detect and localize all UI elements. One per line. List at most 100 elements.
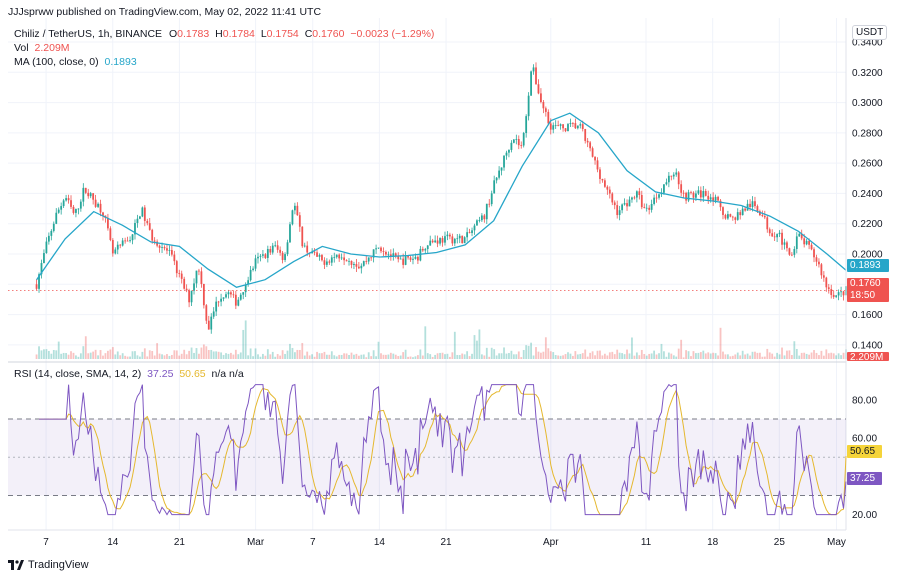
volume-bar bbox=[512, 354, 515, 359]
volume-bar bbox=[793, 341, 796, 359]
volume-bar bbox=[480, 354, 483, 359]
volume-bar bbox=[239, 352, 242, 359]
candle-body bbox=[699, 190, 702, 198]
candle-body bbox=[498, 170, 501, 178]
volume-bar bbox=[783, 355, 786, 359]
tradingview-logo[interactable]: TradingView bbox=[8, 559, 89, 571]
volume-bar bbox=[156, 343, 159, 359]
candle-body bbox=[663, 184, 665, 193]
candle-body bbox=[274, 245, 277, 247]
candle-body bbox=[207, 320, 210, 330]
candle-body bbox=[198, 270, 200, 272]
volume-bar bbox=[562, 355, 564, 359]
volume-bar bbox=[746, 353, 749, 359]
price-tick-label: 0.2800 bbox=[852, 128, 883, 139]
candle-body bbox=[493, 180, 496, 194]
volume-bar bbox=[589, 352, 592, 359]
volume-bar bbox=[138, 356, 141, 359]
candle-body bbox=[803, 238, 806, 245]
volume-bar bbox=[38, 346, 40, 359]
volume-bar bbox=[296, 349, 299, 359]
volume-legend[interactable]: Vol 2.209M bbox=[14, 42, 70, 54]
candle-body bbox=[289, 224, 291, 243]
candle-body bbox=[72, 206, 75, 213]
volume-bar bbox=[421, 355, 424, 359]
candle-body bbox=[805, 240, 808, 245]
candle-body bbox=[60, 206, 63, 210]
candle-body bbox=[193, 283, 195, 291]
candle-body bbox=[562, 124, 564, 129]
tradingview-logo-icon bbox=[8, 560, 24, 570]
time-tick-label: May bbox=[827, 537, 846, 548]
candle-body bbox=[141, 207, 144, 217]
currency-button[interactable]: USDT bbox=[852, 25, 888, 40]
volume-bar bbox=[429, 354, 432, 359]
candle-body bbox=[535, 67, 537, 85]
candle-body bbox=[466, 232, 469, 238]
volume-bar bbox=[517, 351, 520, 359]
volume-bar bbox=[185, 354, 188, 359]
symbol-legend[interactable]: Chiliz / TetherUS, 1h, BINANCE O0.1783 H… bbox=[14, 28, 434, 40]
volume-bar bbox=[810, 352, 813, 359]
volume-bar bbox=[596, 350, 599, 359]
rsi-legend[interactable]: RSI (14, close, SMA, 14, 2) 37.25 50.65 … bbox=[14, 368, 244, 380]
candle-body bbox=[727, 214, 729, 219]
candle-body bbox=[670, 175, 673, 177]
candle-body bbox=[463, 237, 466, 244]
volume-bar bbox=[613, 354, 616, 359]
candle-body bbox=[84, 187, 87, 193]
volume-bar bbox=[741, 350, 744, 359]
volume-bar bbox=[813, 350, 815, 359]
candle-body bbox=[832, 294, 835, 297]
candle-body bbox=[190, 290, 193, 303]
candle-body bbox=[116, 244, 119, 250]
candle-body bbox=[185, 288, 188, 291]
volume-bar bbox=[183, 349, 186, 359]
candle-body bbox=[697, 190, 700, 194]
volume-bar bbox=[690, 356, 692, 359]
volume-bar bbox=[244, 320, 247, 359]
volume-bar bbox=[776, 352, 779, 359]
volume-bar bbox=[549, 351, 552, 359]
volume-bar bbox=[436, 353, 439, 359]
volume-bar bbox=[335, 356, 338, 359]
candle-body bbox=[407, 256, 409, 258]
volume-bar bbox=[631, 337, 633, 359]
volume-bar bbox=[707, 352, 710, 359]
candle-body bbox=[439, 238, 441, 244]
volume-bar bbox=[574, 351, 577, 359]
ohlc-high-label: H bbox=[215, 28, 223, 40]
volume-bar bbox=[284, 353, 286, 359]
volume-bar bbox=[734, 354, 737, 359]
volume-bar bbox=[633, 355, 636, 359]
candle-body bbox=[557, 125, 560, 126]
candle-body bbox=[589, 142, 592, 149]
candle-body bbox=[257, 256, 259, 259]
candle-body bbox=[793, 248, 796, 255]
candle-body bbox=[739, 212, 742, 216]
volume-bar bbox=[557, 355, 560, 359]
volume-bar bbox=[222, 354, 225, 359]
volume-bar bbox=[572, 355, 574, 359]
candle-body bbox=[291, 210, 294, 225]
volume-bar bbox=[252, 356, 254, 359]
volume-bar bbox=[795, 348, 798, 359]
candle-body bbox=[345, 260, 348, 262]
volume-bar bbox=[126, 356, 129, 359]
volume-bar bbox=[75, 355, 77, 359]
candle-body bbox=[399, 258, 402, 260]
ma-legend[interactable]: MA (100, close, 0) 0.1893 bbox=[14, 56, 137, 68]
volume-bar bbox=[628, 353, 631, 359]
volume-bar bbox=[773, 356, 776, 359]
volume-bar bbox=[404, 349, 407, 359]
candle-body bbox=[594, 156, 596, 161]
candle-body bbox=[579, 124, 582, 126]
volume-bar bbox=[380, 353, 382, 359]
volume-bar bbox=[387, 354, 390, 359]
volume-bar bbox=[463, 354, 466, 359]
candle-body bbox=[744, 208, 747, 211]
candle-body bbox=[97, 203, 99, 207]
candle-body bbox=[690, 192, 692, 194]
volume-bar bbox=[569, 353, 572, 359]
